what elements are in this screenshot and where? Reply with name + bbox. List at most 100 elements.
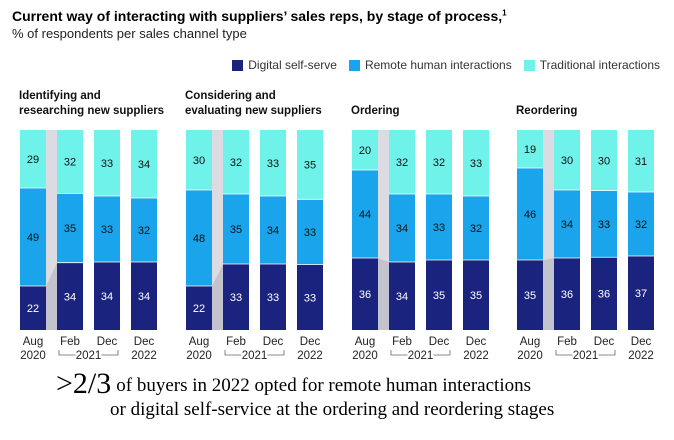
panel-title-1-line-2: researching new suppliers	[19, 105, 164, 117]
bar-segment-digital	[131, 262, 157, 330]
year-bracket-label: 2021	[242, 350, 268, 362]
data-label-traditional: 32	[433, 157, 445, 169]
year-bracket-label: 2021	[408, 350, 434, 362]
panel-title-4-line-1: Reordering	[516, 105, 577, 117]
data-label-traditional: 32	[396, 157, 408, 169]
data-label-digital: 34	[64, 291, 76, 303]
year-bracket-left	[390, 350, 408, 356]
panel-title-3-line-1: Ordering	[351, 105, 400, 117]
data-label-remote: 35	[64, 223, 76, 235]
data-label-remote: 44	[359, 209, 371, 221]
legend-item-digital: Digital self-serve	[232, 58, 337, 72]
data-label-remote: 33	[101, 224, 113, 236]
data-label-remote: 33	[304, 227, 316, 239]
bar-segment-digital	[260, 264, 286, 330]
legend-item-traditional: Traditional interactions	[523, 58, 660, 72]
bar-segment-traditional	[517, 130, 543, 168]
data-label-traditional: 30	[193, 155, 205, 167]
panel-title-2-line-1: Considering and	[185, 90, 276, 102]
bar-segment-digital	[57, 262, 83, 330]
data-label-digital: 36	[598, 289, 610, 301]
data-label-digital: 22	[27, 303, 39, 315]
panel-1: Identifying and researching new suppliers…	[19, 90, 164, 362]
footer-line-1: of buyers in 2022 opted for remote human…	[116, 375, 531, 396]
data-label-digital: 36	[561, 289, 573, 301]
connector-digital	[543, 258, 554, 330]
bar-segment-traditional	[352, 130, 378, 170]
legend-label-digital: Digital self-serve	[248, 58, 337, 72]
bar-segment-remote	[131, 198, 157, 262]
data-label-remote: 33	[598, 219, 610, 231]
data-label-traditional: 29	[27, 154, 39, 166]
legend-swatch-traditional	[523, 59, 535, 71]
data-label-digital: 33	[267, 292, 279, 304]
bar-segment-remote	[223, 194, 249, 264]
data-label-digital: 35	[433, 290, 445, 302]
year-bracket-left	[555, 350, 573, 356]
bar-segment-digital	[517, 260, 543, 330]
bar-segment-digital	[94, 262, 120, 330]
bar-segment-digital	[463, 260, 489, 330]
year-bracket-right	[101, 350, 119, 356]
x-tick-label-month: Feb	[226, 336, 246, 348]
connector-remote	[46, 188, 57, 286]
data-label-traditional: 34	[138, 159, 150, 171]
bar-segment-remote	[260, 196, 286, 264]
x-tick-label-year: 2022	[628, 350, 654, 362]
legend: Digital self-serve Remote human interact…	[220, 58, 660, 72]
x-tick-label-month: Aug	[23, 336, 43, 348]
x-tick-label-year: 2020	[517, 350, 543, 362]
year-bracket-label: 2021	[573, 350, 599, 362]
connector-remote	[378, 170, 389, 262]
x-tick-label-month: Aug	[355, 336, 375, 348]
x-tick-label-month: Dec	[466, 336, 487, 348]
connector-traditional	[212, 130, 223, 194]
title-footnote: 1	[502, 8, 507, 18]
bar-segment-traditional	[554, 130, 580, 190]
chart-title: Current way of interacting with supplier…	[12, 8, 507, 24]
data-label-traditional: 31	[635, 156, 647, 168]
connector-traditional	[378, 130, 389, 194]
legend-label-remote: Remote human interactions	[364, 58, 512, 72]
x-tick-label-year: 2020	[186, 350, 212, 362]
legend-swatch-digital	[232, 59, 244, 71]
bar-segment-remote	[517, 168, 543, 260]
bar-segment-traditional	[57, 130, 83, 194]
bar-segment-digital	[223, 264, 249, 330]
year-bracket-label: 2021	[76, 350, 102, 362]
bar-segment-remote	[389, 194, 415, 262]
bar-segment-digital	[297, 264, 323, 330]
data-label-remote: 34	[267, 225, 279, 237]
legend-label-traditional: Traditional interactions	[539, 58, 660, 72]
bar-segment-traditional	[260, 130, 286, 196]
bar-segment-digital	[628, 256, 654, 330]
bar-segment-traditional	[186, 130, 212, 190]
data-label-remote: 35	[230, 224, 242, 236]
panel-title-1-line-1: Identifying and	[19, 90, 101, 102]
bar-segment-traditional	[223, 130, 249, 194]
connector-traditional	[543, 130, 554, 190]
x-tick-label-month: Dec	[429, 336, 450, 348]
data-label-traditional: 32	[64, 157, 76, 169]
x-tick-label-month: Dec	[263, 336, 284, 348]
bar-segment-digital	[591, 257, 617, 330]
bar-segment-digital	[426, 260, 452, 330]
bar-segment-digital	[352, 258, 378, 330]
chart-subtitle: % of respondents per sales channel type	[12, 26, 247, 41]
footer-line-2: or digital self-service at the ordering …	[110, 399, 555, 420]
data-label-digital: 35	[524, 290, 536, 302]
data-label-traditional: 33	[101, 158, 113, 170]
data-label-traditional: 30	[598, 155, 610, 167]
bar-segment-digital	[554, 258, 580, 330]
data-label-digital: 34	[138, 291, 150, 303]
panel-title-2-line-2: evaluating new suppliers	[185, 105, 322, 117]
data-label-traditional: 33	[267, 158, 279, 170]
bar-segment-traditional	[131, 130, 157, 198]
data-label-remote: 32	[138, 225, 150, 237]
x-tick-label-year: 2022	[463, 350, 489, 362]
data-label-digital: 34	[101, 291, 113, 303]
x-tick-label-year: 2020	[352, 350, 378, 362]
x-tick-label-month: Aug	[520, 336, 540, 348]
x-tick-label-month: Dec	[300, 336, 321, 348]
stacked-bar-chart: Identifying and researching new suppliers…	[19, 90, 654, 362]
